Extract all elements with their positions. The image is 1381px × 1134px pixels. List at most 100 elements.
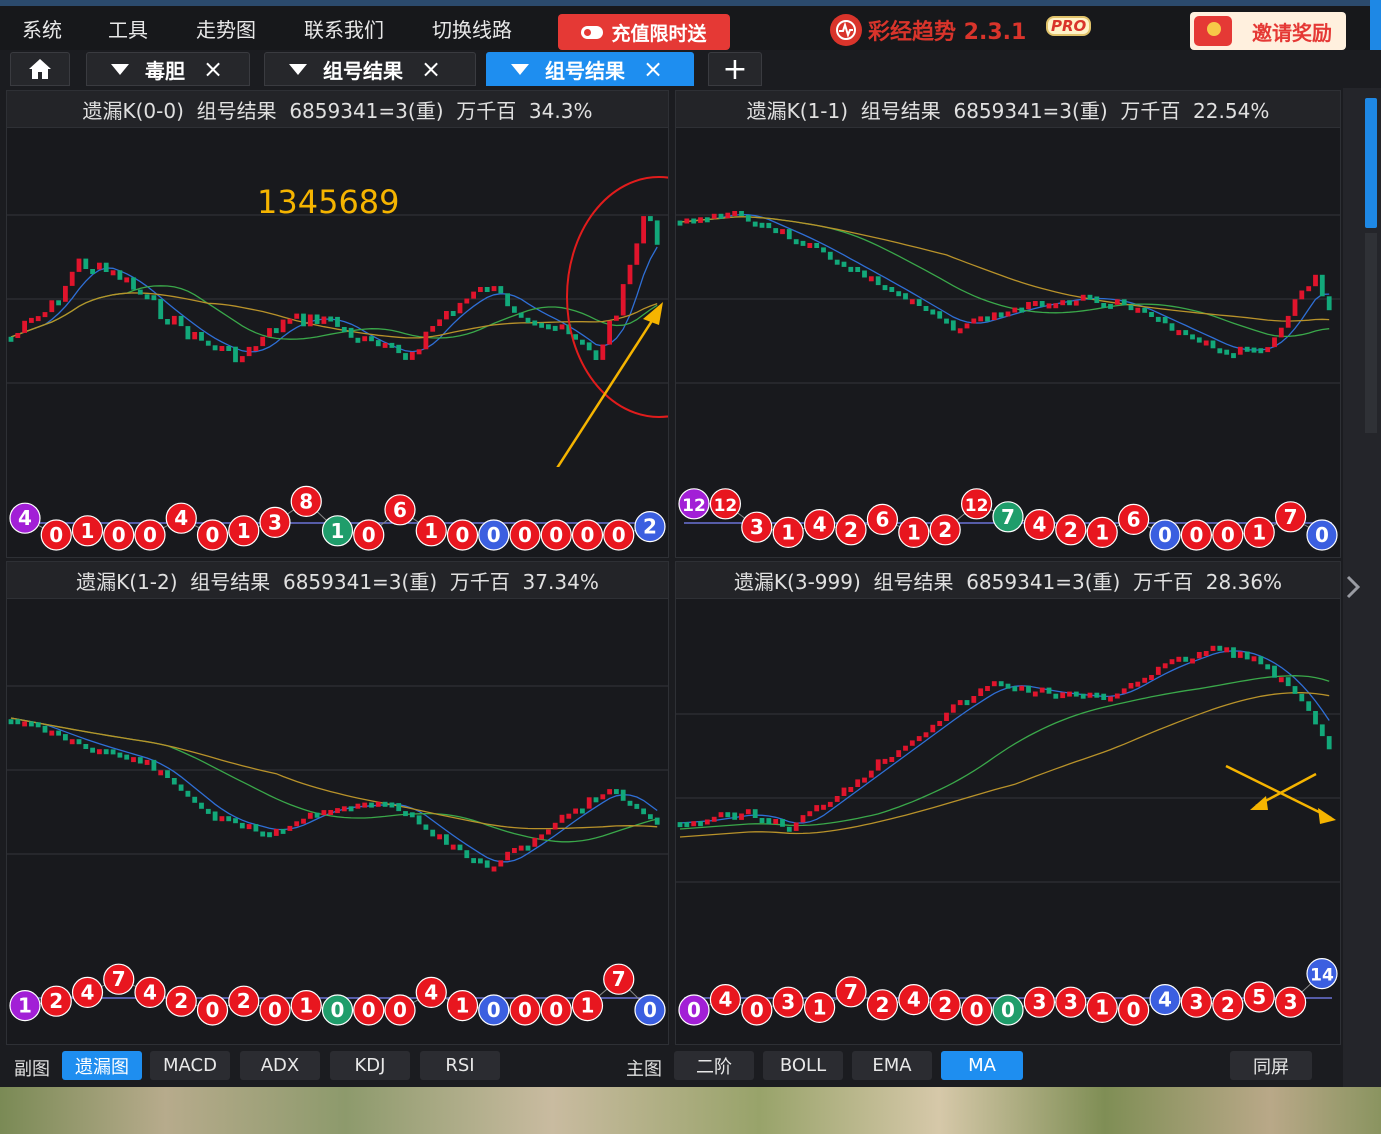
candle bbox=[586, 342, 592, 351]
highlight-circle bbox=[566, 176, 668, 418]
candle bbox=[759, 818, 765, 823]
svg-text:5: 5 bbox=[1252, 985, 1266, 1009]
svg-text:4: 4 bbox=[143, 980, 157, 1004]
svg-text:4: 4 bbox=[1032, 513, 1046, 537]
svg-text:4: 4 bbox=[18, 506, 32, 530]
close-icon[interactable]: × bbox=[203, 55, 224, 83]
scrollbar-track[interactable] bbox=[1365, 233, 1377, 433]
candle bbox=[620, 284, 626, 316]
candle bbox=[56, 300, 61, 306]
chart-panel-3-999[interactable]: 遗漏K(3-999) 组号结果 6859341=3(重) 万千百 28.36% … bbox=[675, 561, 1341, 1045]
candle bbox=[321, 316, 327, 324]
candle bbox=[403, 811, 408, 817]
sub-btn-macd[interactable]: MACD bbox=[150, 1051, 230, 1080]
kline-chart[interactable] bbox=[7, 598, 668, 938]
candle bbox=[219, 816, 225, 822]
candle bbox=[739, 813, 744, 820]
kline-chart[interactable] bbox=[676, 127, 1340, 467]
scrollbar-thumb[interactable] bbox=[1365, 98, 1377, 228]
home-tab[interactable] bbox=[10, 52, 70, 86]
candle bbox=[1128, 305, 1134, 311]
svg-text:3: 3 bbox=[1284, 990, 1298, 1014]
svg-text:0: 0 bbox=[456, 523, 470, 547]
candle bbox=[648, 216, 653, 222]
svg-text:1: 1 bbox=[456, 994, 470, 1018]
tab-dudan[interactable]: 毒胆 × bbox=[86, 52, 250, 86]
svg-text:3: 3 bbox=[750, 515, 764, 539]
kline-chart[interactable] bbox=[676, 598, 1340, 938]
svg-text:0: 0 bbox=[549, 523, 563, 547]
menu-contact-us[interactable]: 联系我们 bbox=[304, 18, 384, 42]
miss-ball: 4 bbox=[9, 502, 41, 534]
miss-ball: 3 bbox=[1023, 986, 1055, 1018]
miss-ball: 4 bbox=[709, 983, 742, 1016]
plus-icon: + bbox=[722, 51, 748, 87]
candle bbox=[957, 328, 963, 334]
candle bbox=[957, 700, 963, 706]
svg-text:1: 1 bbox=[813, 995, 827, 1019]
candle bbox=[348, 806, 354, 812]
main-btn-ma[interactable]: MA bbox=[941, 1051, 1023, 1080]
tab-group-result-2[interactable]: 组号结果 × bbox=[486, 52, 694, 86]
miss-ball: 0 bbox=[961, 994, 993, 1026]
invite-reward-button[interactable]: 邀请奖励 bbox=[1190, 12, 1346, 50]
candle bbox=[151, 759, 157, 771]
menu-system[interactable]: 系统 bbox=[22, 18, 62, 42]
candle bbox=[1203, 651, 1209, 656]
same-screen-button[interactable]: 同屏 bbox=[1230, 1051, 1312, 1080]
candle bbox=[1080, 693, 1086, 699]
candle bbox=[1319, 724, 1325, 737]
candle bbox=[1114, 299, 1120, 305]
miss-ball: 1 bbox=[804, 991, 836, 1024]
miss-ball: 3 bbox=[772, 986, 804, 1018]
candle bbox=[855, 267, 861, 272]
sub-btn-adx[interactable]: ADX bbox=[240, 1051, 320, 1080]
candle bbox=[725, 212, 731, 219]
sub-btn-kdj[interactable]: KDJ bbox=[330, 1051, 410, 1080]
candle bbox=[273, 328, 279, 334]
candle bbox=[964, 700, 970, 706]
toggle-icon bbox=[581, 25, 604, 39]
candle bbox=[875, 276, 881, 286]
close-icon[interactable]: × bbox=[421, 55, 442, 83]
panel-title: 遗漏K(1-1) 组号结果 6859341=3(重) 万千百 22.54% bbox=[676, 91, 1340, 128]
menu-tools[interactable]: 工具 bbox=[108, 18, 148, 42]
candle bbox=[1067, 300, 1072, 306]
tab-group-result-1[interactable]: 组号结果 × bbox=[264, 52, 476, 86]
candle bbox=[498, 286, 504, 294]
close-icon[interactable]: × bbox=[643, 55, 664, 83]
candle bbox=[83, 258, 89, 269]
candle bbox=[1087, 692, 1093, 698]
candle bbox=[192, 332, 198, 340]
candle bbox=[362, 802, 368, 808]
sub-btn-rsi[interactable]: RSI bbox=[420, 1051, 500, 1080]
main-btn-second-order[interactable]: 二阶 bbox=[674, 1051, 754, 1080]
candle bbox=[491, 286, 497, 292]
chart-panel-1-1[interactable]: 遗漏K(1-1) 组号结果 6859341=3(重) 万千百 22.54% 12… bbox=[675, 90, 1341, 558]
candle bbox=[964, 323, 970, 329]
candle bbox=[76, 739, 82, 745]
candle bbox=[375, 340, 381, 347]
sub-btn-miss[interactable]: 遗漏图 bbox=[62, 1051, 142, 1080]
miss-ball-strip: 1 2 474 2 0 2 0 1 0 0 041 0 0 0 170 bbox=[9, 963, 666, 1026]
add-tab-button[interactable]: + bbox=[708, 51, 762, 87]
main-btn-ema[interactable]: EMA bbox=[852, 1051, 932, 1080]
svg-text:7: 7 bbox=[612, 967, 626, 991]
candle bbox=[1142, 307, 1148, 313]
miss-ball: 4 bbox=[71, 976, 104, 1009]
menu-trend-chart[interactable]: 走势图 bbox=[196, 18, 256, 42]
kline-chart[interactable] bbox=[7, 127, 668, 467]
miss-ball: 1 bbox=[571, 989, 604, 1022]
main-btn-boll[interactable]: BOLL bbox=[763, 1051, 843, 1080]
candle bbox=[205, 808, 211, 814]
recharge-promo-button[interactable]: 充值限时送 bbox=[558, 14, 730, 50]
menu-switch-line[interactable]: 切换线路 bbox=[432, 18, 512, 42]
candle bbox=[834, 259, 840, 265]
chevron-right-icon[interactable] bbox=[1345, 574, 1361, 600]
desktop-wallpaper bbox=[0, 1087, 1381, 1134]
miss-ball: 12 bbox=[709, 488, 742, 520]
candle bbox=[1114, 693, 1120, 699]
candle bbox=[711, 213, 717, 219]
